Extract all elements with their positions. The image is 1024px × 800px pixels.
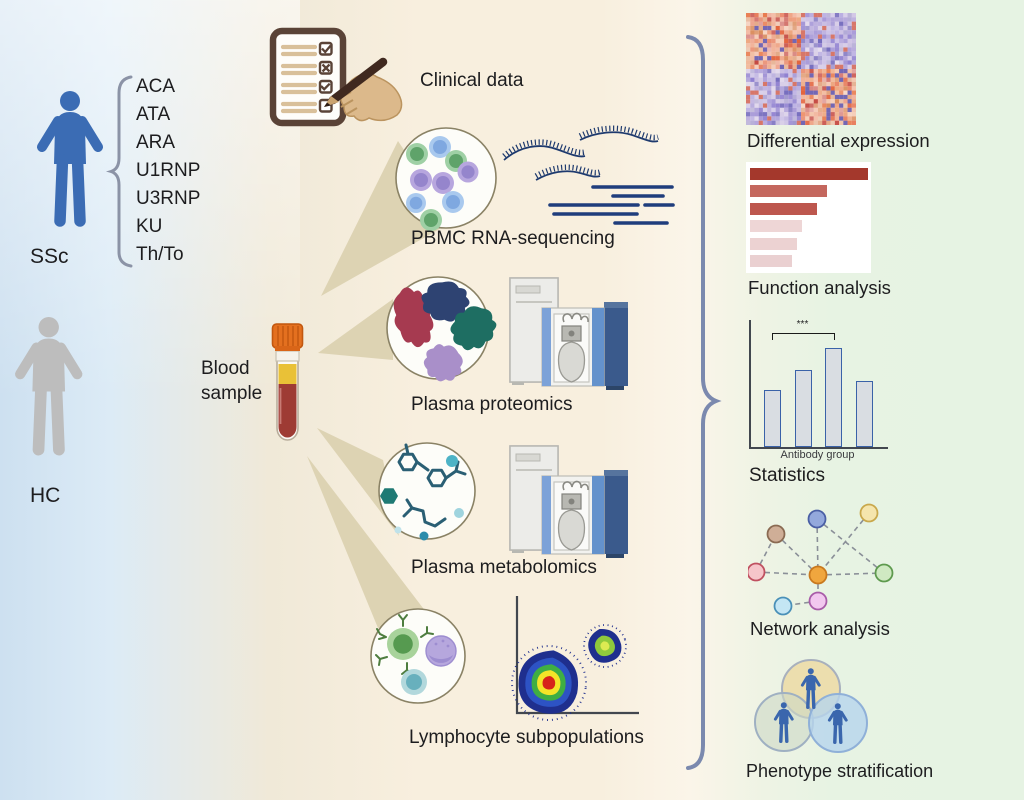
network-node xyxy=(807,509,827,529)
mass-spectrometer-icon xyxy=(509,277,629,391)
function-bar xyxy=(750,202,817,215)
antibody-item: ATA xyxy=(136,104,171,125)
antibody-brace xyxy=(105,75,133,268)
network-edge xyxy=(817,512,870,576)
network-node xyxy=(773,596,793,616)
ssc-label: SSc xyxy=(30,245,69,268)
function-analysis-label: Function analysis xyxy=(748,277,891,298)
antibody-item: Th/To xyxy=(136,244,184,265)
function-bar xyxy=(750,255,792,267)
mass-spectrometer-icon xyxy=(509,445,629,559)
metabolite-circle-icon xyxy=(378,442,476,541)
network-node xyxy=(766,524,786,544)
flow-cytometry-plot xyxy=(511,596,639,721)
antibody-item: U3RNP xyxy=(136,188,201,209)
function-bar xyxy=(750,220,802,233)
differential-expression-heatmap xyxy=(746,13,856,125)
network-edge xyxy=(755,571,819,576)
sequencing-reads-icon xyxy=(548,185,675,225)
antibody-item: ACA xyxy=(136,76,176,97)
clinical-data-label: Clinical data xyxy=(420,70,524,91)
hc-label: HC xyxy=(30,484,61,507)
function-bar xyxy=(750,185,827,198)
stat-bar xyxy=(764,390,781,447)
antibody-item: ARA xyxy=(136,132,176,153)
blood-sample-label-line2: sample xyxy=(201,383,263,404)
network-graph xyxy=(748,503,894,616)
statistics-label: Statistics xyxy=(749,465,826,486)
antibody-item: KU xyxy=(136,216,163,237)
function-bar xyxy=(750,237,797,250)
assay-rna-label: PBMC RNA-sequencing xyxy=(411,228,615,249)
phenotype-stratification-label: Phenotype stratification xyxy=(746,761,934,781)
significance-bracket xyxy=(772,333,835,340)
network-node xyxy=(874,563,894,583)
blood-tube-icon xyxy=(271,323,304,441)
writing-hand-icon xyxy=(324,57,403,122)
network-node xyxy=(859,503,879,523)
pbmc-circle-icon xyxy=(395,127,497,231)
function-analysis-chart xyxy=(746,162,871,273)
network-edge xyxy=(817,572,885,576)
blood-sample-label-line1: Blood xyxy=(201,358,250,379)
protein-circle-icon xyxy=(385,276,505,387)
statistics-bar-chart: *** xyxy=(749,320,888,449)
clipboard-icon xyxy=(269,27,347,127)
assay-lymphocytes-label: Lymphocyte subpopulations xyxy=(409,727,644,748)
network-node xyxy=(748,562,766,582)
lymphocyte-circle-icon xyxy=(370,608,466,704)
function-bar xyxy=(750,168,868,180)
rna-strands-icon xyxy=(502,125,659,181)
venn-diagram-icon xyxy=(754,659,868,753)
statistics-x-axis-label: Antibody group xyxy=(780,449,855,461)
person-hc-icon xyxy=(20,317,77,450)
assay-proteomics-label: Plasma proteomics xyxy=(411,394,573,415)
antibody-item: U1RNP xyxy=(136,160,201,181)
significance-label: *** xyxy=(796,319,809,330)
network-node xyxy=(808,565,828,585)
network-node xyxy=(808,591,828,611)
person-ssc-icon xyxy=(42,91,98,221)
network-edge xyxy=(755,533,777,573)
stat-bar xyxy=(795,370,812,447)
stat-bar xyxy=(856,381,873,447)
assay-metabolomics-label: Plasma metabolomics xyxy=(411,557,597,578)
results-brace xyxy=(686,35,722,770)
differential-expression-label: Differential expression xyxy=(747,130,930,151)
network-analysis-label: Network analysis xyxy=(750,618,890,639)
stat-bar xyxy=(825,348,842,447)
network-edge xyxy=(775,533,819,576)
